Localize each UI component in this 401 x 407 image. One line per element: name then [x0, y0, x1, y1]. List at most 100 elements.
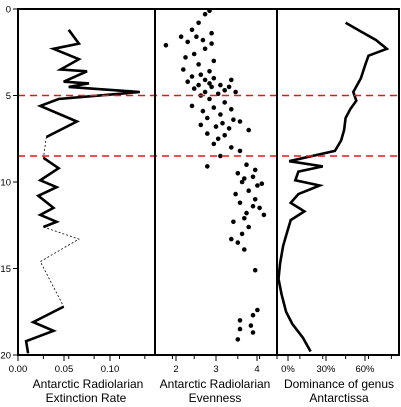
scatter-point	[191, 51, 197, 57]
scatter-point	[209, 41, 214, 46]
scatter-point	[231, 219, 236, 225]
x-tick-label: 0%	[281, 364, 295, 375]
scatter-point	[244, 162, 249, 167]
extinction-xlabel-line2: Extinction Rate	[46, 391, 127, 405]
scatter-point	[222, 88, 227, 93]
scatter-point	[250, 312, 256, 318]
scatter-point	[211, 105, 217, 110]
x-tick-label: 60%	[355, 364, 375, 375]
scatter-point	[235, 240, 241, 245]
scatter-point	[246, 224, 251, 230]
x-tick-label: 30%	[316, 364, 336, 375]
scatter-point	[255, 183, 260, 188]
panel-dominance-plot	[277, 21, 390, 353]
scatter-point	[163, 43, 169, 48]
scatter-point	[237, 326, 243, 332]
scatter-point	[196, 20, 201, 26]
scatter-point	[250, 203, 256, 209]
scatter-point	[237, 200, 243, 206]
y-tick-label: 5	[6, 91, 11, 102]
scatter-point	[226, 126, 232, 131]
dominance-xlabel-line1: Dominance of genus	[284, 377, 394, 391]
y-tick-label: 10	[0, 178, 11, 189]
scatter-point	[246, 127, 251, 133]
scatter-point	[252, 267, 258, 273]
panel-frame	[276, 8, 400, 356]
scatter-point	[185, 79, 190, 84]
scatter-point	[231, 117, 236, 122]
scatter-point	[205, 115, 210, 121]
scatter-point	[196, 62, 201, 67]
scatter-point	[202, 89, 208, 95]
x-tick-label: 0.05	[55, 364, 74, 375]
scatter-point	[207, 69, 212, 74]
scatter-point	[205, 164, 210, 169]
scatter-point	[250, 330, 256, 335]
scatter-point	[218, 112, 223, 117]
x-tick-label: 0.10	[101, 364, 120, 375]
scatter-point	[226, 84, 232, 90]
panel-extinction-frame	[17, 8, 156, 356]
scatter-point	[200, 108, 206, 114]
scatter-point	[218, 153, 223, 159]
scatter-point	[202, 77, 208, 83]
scatter-point	[242, 216, 247, 221]
scatter-point	[183, 55, 188, 60]
x-tick-label: 3	[213, 364, 218, 375]
y-tick-label: 20	[0, 351, 11, 362]
panel-evenness-plot	[163, 8, 267, 342]
scatter-point	[189, 103, 195, 109]
evenness-xlabel-line2: Evenness	[189, 391, 242, 405]
scatter-point	[194, 34, 199, 39]
scatter-point	[222, 100, 227, 105]
series-line	[277, 21, 390, 353]
panel-evenness-xaxis: 2 3 4	[171, 355, 261, 375]
reference-lines	[18, 94, 401, 157]
scatter-point	[246, 188, 251, 193]
scatter-point	[207, 96, 212, 102]
scatter-point	[229, 145, 234, 150]
scatter-point	[252, 197, 258, 202]
scatter-point	[211, 141, 217, 147]
scatter-point	[191, 86, 197, 91]
scatter-point	[215, 91, 221, 97]
scatter-point	[222, 133, 227, 138]
scatter-point	[185, 39, 190, 45]
scatter-point	[237, 148, 243, 154]
series-line	[36, 29, 140, 139]
scatter-point	[218, 82, 223, 88]
scatter-point	[244, 210, 249, 216]
series-gap-segment	[43, 136, 47, 158]
scatter-point	[198, 122, 204, 128]
depth-axis: 0 5 10 15 20	[0, 5, 18, 362]
scatter-point	[200, 37, 206, 43]
scatter-point	[237, 318, 243, 323]
scatter-point	[255, 307, 260, 313]
scatter-point	[211, 75, 217, 81]
scatter-point	[196, 82, 201, 88]
series-line	[24, 305, 65, 354]
scatter-point	[252, 167, 258, 173]
scatter-point	[181, 67, 186, 72]
scatter-point	[259, 181, 265, 186]
scatter-point	[198, 72, 204, 77]
series-gap-segment	[39, 226, 80, 307]
panel-dominance-frame	[276, 8, 400, 356]
scatter-point	[248, 323, 254, 328]
series-line	[35, 156, 61, 229]
scatter-point	[213, 124, 219, 129]
y-tick-label: 0	[6, 5, 11, 16]
scatter-point	[207, 81, 212, 86]
extinction-xlabel-line1: Antarctic Radiolarian	[33, 377, 144, 391]
scatter-point	[202, 46, 208, 52]
scatter-point	[229, 107, 234, 112]
scatter-point	[233, 89, 238, 95]
scatter-point	[257, 205, 262, 211]
scatter-point	[189, 27, 195, 33]
scatter-point	[239, 179, 245, 185]
scatter-point	[237, 119, 243, 124]
scatter-point	[235, 171, 241, 176]
x-tick-label: 4	[254, 364, 259, 375]
scatter-point	[209, 30, 214, 36]
